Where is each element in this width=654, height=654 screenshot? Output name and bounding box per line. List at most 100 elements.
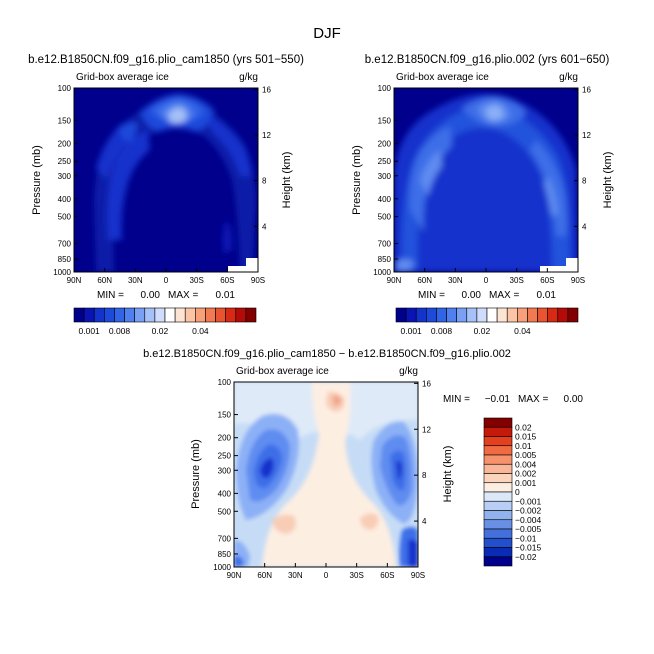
colorbar-swatch	[476, 307, 488, 323]
x-tick-label: 60N	[257, 571, 272, 580]
y-tick-label: 150	[218, 411, 232, 420]
colorbar-swatch	[225, 307, 237, 323]
y-tick-label: 250	[58, 157, 72, 166]
x-tick-label: 30S	[190, 276, 204, 285]
colorbar-swatch	[483, 556, 513, 567]
y-tick-label: 400	[218, 489, 232, 498]
contour-field	[74, 88, 258, 272]
colorbar-label: 0.04	[514, 326, 531, 336]
colorbar-swatch	[73, 307, 85, 323]
colorbar-swatch	[164, 307, 176, 323]
y-tick-right-label: 4	[262, 222, 267, 231]
colorbar-swatch	[245, 307, 257, 323]
colorbar-swatch	[483, 417, 513, 428]
colorbar-swatch	[114, 307, 125, 323]
panel-units-label: g/kg	[399, 366, 418, 377]
colorbar-swatch	[456, 307, 468, 323]
y-axis-label: Pressure (mb)	[190, 439, 202, 509]
colorbar-swatch	[446, 307, 457, 323]
colorbar-swatch	[184, 307, 196, 323]
y-tick-label: 200	[218, 434, 232, 443]
colorbar-swatch	[415, 307, 427, 323]
panel-difference: b.e12.B1850CN.f09_g16.plio_cam1850 − b.e…	[143, 348, 583, 580]
colorbar-top-right: 0.001 0.008 0.02 0.04	[395, 307, 579, 336]
y-tick-label: 500	[58, 213, 72, 222]
panel-units-label: g/kg	[239, 72, 258, 83]
y-tick-label: 500	[378, 213, 392, 222]
colorbar-swatch	[215, 307, 226, 323]
colorbar-swatch	[483, 510, 513, 521]
y-tick-label: 850	[378, 255, 392, 264]
panel-top-left: b.e12.B1850CN.f09_g16.plio_cam1850 (yrs …	[28, 54, 304, 301]
y-tick-label: 300	[58, 172, 72, 181]
y-tick-right-label: 12	[422, 425, 431, 434]
colorbar-swatch	[483, 473, 513, 484]
colorbar-top-left: 0.001 0.008 0.02 0.04	[73, 307, 257, 336]
y-tick-right-label: 16	[262, 85, 271, 94]
colorbar-label: 0.004	[515, 459, 537, 469]
colorbar-swatch	[235, 307, 247, 323]
y-tick-right-label: 4	[422, 517, 427, 526]
panel-title: b.e12.B1850CN.f09_g16.plio_cam1850 (yrs …	[28, 54, 304, 66]
panel-variable-label: Grid-box average ice	[236, 366, 329, 377]
panel-title: b.e12.B1850CN.f09_g16.plio_cam1850 − b.e…	[143, 348, 511, 360]
colorbar-swatch	[557, 307, 569, 323]
y-tick-label: 100	[218, 378, 232, 387]
y-tick-right-label: 8	[262, 177, 267, 186]
y-axis-label-right: Height (km)	[602, 152, 614, 209]
colorbar-difference: 0.020.0150.010.0050.0040.0020.0010−0.001…	[483, 417, 542, 567]
y-tick-right-label: 12	[582, 131, 591, 140]
x-tick-label: 0	[164, 276, 169, 285]
colorbar-label: 0.008	[109, 326, 131, 336]
colorbar-swatch	[547, 307, 559, 323]
colorbar-swatch	[483, 454, 513, 465]
x-tick-label: 90N	[387, 276, 402, 285]
y-tick-right-label: 8	[422, 471, 427, 480]
y-tick-right-label: 12	[262, 131, 271, 140]
colorbar-swatch	[483, 445, 513, 456]
colorbar-swatch	[483, 482, 513, 493]
colorbar-swatch	[93, 307, 105, 323]
y-tick-label: 1000	[53, 268, 71, 277]
colorbar-label: 0.008	[431, 326, 453, 336]
colorbar-swatch	[486, 307, 498, 323]
colorbar-swatch	[496, 307, 508, 323]
colorbar-swatch	[195, 307, 206, 323]
y-tick-label: 400	[58, 195, 72, 204]
x-tick-label: 90S	[411, 571, 425, 580]
colorbar-swatch	[527, 307, 538, 323]
colorbar-swatch	[154, 307, 166, 323]
colorbar-label: −0.02	[515, 552, 537, 562]
colorbar-swatch	[124, 307, 135, 323]
colorbar-swatch	[506, 307, 518, 323]
y-tick-right-label: 4	[582, 222, 587, 231]
y-tick-label: 200	[378, 139, 392, 148]
y-tick-label: 850	[218, 550, 232, 559]
min-label: MIN =	[443, 394, 470, 405]
x-tick-label: 90S	[251, 276, 265, 285]
colorbar-swatch	[405, 307, 417, 323]
panel-units-label: g/kg	[559, 72, 578, 83]
colorbar-swatch	[483, 528, 513, 539]
max-value: 0.01	[537, 290, 557, 301]
x-tick-label: 90S	[571, 276, 585, 285]
colorbar-label: −0.015	[515, 543, 542, 553]
colorbar-swatch	[483, 519, 513, 530]
left-axis-ticks: 100 150 200 250 300 400 500 700 850 1000 16 12 8 4 90N…	[373, 84, 591, 285]
y-tick-label: 700	[218, 534, 232, 543]
y-tick-label: 700	[378, 239, 392, 248]
left-axis-ticks: 100 150 200 250 300 400 500 700 850 1000 16 12 8 4 90N…	[53, 84, 271, 285]
y-tick-label: 250	[218, 452, 232, 461]
y-tick-label: 300	[218, 466, 232, 475]
colorbar-swatch	[134, 307, 146, 323]
colorbar-label: −0.004	[515, 515, 542, 525]
y-tick-label: 150	[378, 116, 392, 125]
colorbar-swatch	[483, 547, 513, 558]
x-tick-label: 0	[324, 571, 329, 580]
x-tick-label: 30S	[510, 276, 524, 285]
colorbar-label: 0.002	[515, 469, 537, 479]
x-tick-label: 60S	[540, 276, 554, 285]
x-tick-label: 90N	[67, 276, 82, 285]
min-label: MIN =	[418, 290, 445, 301]
y-tick-label: 100	[378, 84, 392, 93]
